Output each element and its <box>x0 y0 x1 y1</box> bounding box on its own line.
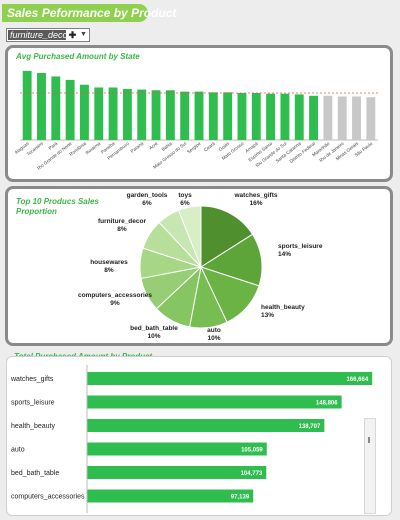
state-bar <box>337 96 347 140</box>
state-bar <box>51 76 61 140</box>
state-tick-label: Acre <box>148 141 159 151</box>
pie-slice-label: auto <box>207 327 221 334</box>
pie-chart-title: Top 10 Producs Sales Proportion <box>16 197 99 216</box>
pie-slice-label: sports_leisure <box>278 243 323 250</box>
dropdown-arrow-icon[interactable]: ▼ <box>80 31 87 38</box>
product-bar <box>87 419 325 432</box>
state-bar <box>165 90 175 140</box>
state-chart-panel: Avg Purchased Amount by State Alagoas Toc… <box>5 45 393 182</box>
pie-slice-percent: 6% <box>142 200 152 207</box>
state-bar <box>323 95 333 140</box>
state-bar <box>309 95 318 140</box>
vertical-scrollbar[interactable] <box>364 418 376 514</box>
state-bar <box>22 70 32 140</box>
filter-selected-value[interactable]: furniture_decor <box>8 30 66 40</box>
pie-slice-label: health_beauty <box>261 304 305 311</box>
state-bar <box>352 96 361 140</box>
state-bar <box>280 93 290 140</box>
pie-slice-label: watches_gifts <box>234 192 278 199</box>
product-value-label: 166,664 <box>346 377 368 383</box>
pie-slice <box>199 233 263 287</box>
pie-slice-percent: 10% <box>207 335 220 342</box>
state-tick-label: Pará <box>48 141 59 151</box>
pie-chart-panel: Top 10 Producs Sales Proportion watches_… <box>5 186 393 346</box>
state-tick-label: Roraima <box>85 141 102 156</box>
state-bar <box>137 89 147 140</box>
product-value-label: 104,773 <box>241 471 263 477</box>
product-filter-slicer[interactable]: furniture_decor ✚ ▼ <box>6 28 90 42</box>
state-bar <box>223 92 233 140</box>
pie-slice-percent: 8% <box>117 226 127 233</box>
pie-slice-label: bed_bath_table <box>130 325 178 332</box>
pie-slice-percent: 9% <box>110 300 120 307</box>
state-tick-label: Tocantins <box>26 140 45 156</box>
product-tick-label: bed_bath_table <box>11 470 59 477</box>
state-bar <box>108 87 118 140</box>
state-tick-label: Ceará <box>203 141 216 153</box>
product-tick-label: computers_accessories <box>11 494 85 501</box>
pie-slice-label: computers_accessories <box>78 292 152 299</box>
product-tick-label: auto <box>11 447 25 454</box>
state-bar <box>251 93 261 140</box>
product-tick-label: watches_gifts <box>10 376 54 383</box>
product-bar <box>87 466 267 479</box>
pie-slice-percent: 16% <box>249 200 262 207</box>
state-bar <box>294 94 304 140</box>
pie-slice-percent: 10% <box>147 333 160 340</box>
product-value-label: 105,059 <box>241 448 263 454</box>
product-value-label: 138,707 <box>299 424 321 430</box>
product-value-label: 148,806 <box>316 401 338 407</box>
state-bar <box>122 88 132 140</box>
product-bar <box>87 489 254 503</box>
state-bar <box>366 97 376 140</box>
clear-filter-icon[interactable]: ✚ <box>68 30 77 40</box>
pie-slice-label: garden_tools <box>127 192 168 199</box>
state-bar <box>194 91 204 140</box>
product-tick-label: sports_leisure <box>11 400 55 407</box>
dashboard-title: Sales Peformance by Product <box>2 4 176 22</box>
state-tick-label: Sergipe <box>186 141 202 155</box>
pie-slice <box>177 205 202 268</box>
state-tick-label: Paraná <box>130 141 145 154</box>
state-chart-title: Avg Purchased Amount by State <box>16 52 140 61</box>
product-tick-label: health_beauty <box>11 423 55 430</box>
state-bar <box>180 91 190 140</box>
product-chart: watches_gifts 166,664 sports_leisure 148,80… <box>10 365 373 513</box>
state-bar <box>266 93 276 140</box>
state-bar <box>37 72 46 140</box>
pie-slice-percent: 14% <box>278 251 291 258</box>
state-tick-label: Bahia <box>161 141 174 152</box>
pie-slice-percent: 13% <box>261 312 274 319</box>
pie-slice <box>200 205 254 268</box>
product-value-label: 97,139 <box>231 495 250 501</box>
pie-slice-percent: 6% <box>180 200 190 207</box>
pie-slice-label: housewares <box>90 259 128 266</box>
state-bar <box>80 84 89 140</box>
state-bar <box>94 87 104 140</box>
state-tick-label: Goiás <box>218 140 231 152</box>
pie-slice-label: toys <box>178 192 192 199</box>
state-bar <box>151 90 161 140</box>
product-bar <box>87 395 342 409</box>
pie-slice-label: furniture_decor <box>98 218 147 225</box>
product-bar <box>87 372 373 385</box>
pie-slice-percent: 8% <box>104 267 114 274</box>
product-bar <box>87 442 267 456</box>
state-bar <box>208 92 218 140</box>
product-chart-panel: watches_gifts 166,664 sports_leisure 148,80… <box>6 356 392 516</box>
scrollbar-thumb[interactable] <box>368 437 370 443</box>
state-bar <box>237 93 247 140</box>
state-bar <box>65 79 75 140</box>
